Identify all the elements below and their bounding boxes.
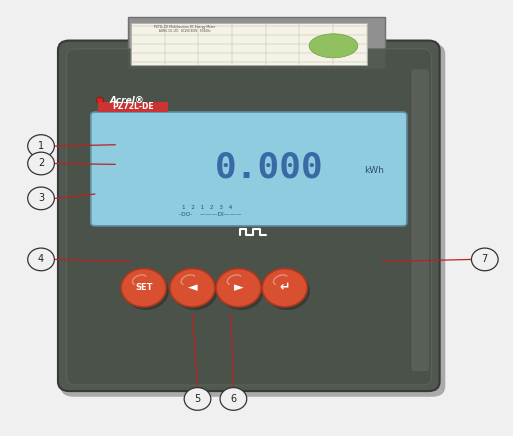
Circle shape — [471, 248, 498, 271]
FancyBboxPatch shape — [58, 41, 440, 391]
Text: 7: 7 — [482, 255, 488, 264]
Circle shape — [28, 187, 54, 210]
FancyBboxPatch shape — [412, 70, 428, 371]
Circle shape — [124, 272, 169, 310]
Text: ‑DO‑    ———DI———: ‑DO‑ ———DI——— — [179, 211, 241, 217]
Text: kWh: kWh — [364, 167, 384, 175]
Circle shape — [170, 269, 215, 307]
Text: 6: 6 — [230, 394, 236, 404]
Text: ►: ► — [234, 281, 243, 294]
Ellipse shape — [309, 34, 358, 58]
Text: 5: 5 — [194, 394, 201, 404]
Circle shape — [219, 272, 264, 310]
Text: 1: 1 — [38, 141, 44, 151]
Text: ◄: ◄ — [188, 281, 197, 294]
Circle shape — [28, 152, 54, 175]
FancyBboxPatch shape — [61, 44, 445, 397]
Text: SET: SET — [135, 283, 152, 292]
Text: 4: 4 — [38, 255, 44, 264]
Circle shape — [172, 272, 218, 310]
Text: ACREL CO.,LTD   DC100-900V   50/60Hz: ACREL CO.,LTD DC100-900V 50/60Hz — [159, 29, 210, 34]
FancyBboxPatch shape — [67, 49, 431, 385]
Circle shape — [220, 388, 247, 410]
FancyBboxPatch shape — [98, 102, 168, 112]
Text: PZ72L-DE Multifunction DC Energy Meter: PZ72L-DE Multifunction DC Energy Meter — [154, 25, 215, 29]
Text: 3: 3 — [38, 194, 44, 203]
Circle shape — [184, 388, 211, 410]
Text: Acrel®: Acrel® — [109, 96, 144, 105]
Circle shape — [216, 269, 261, 307]
Circle shape — [28, 135, 54, 157]
Circle shape — [262, 269, 307, 307]
FancyBboxPatch shape — [131, 23, 367, 65]
Circle shape — [265, 272, 310, 310]
Circle shape — [96, 97, 104, 103]
Text: 1   2   1   2   3   4: 1 2 1 2 3 4 — [182, 205, 232, 210]
FancyBboxPatch shape — [91, 112, 407, 226]
Circle shape — [121, 269, 166, 307]
Text: 2: 2 — [38, 159, 44, 168]
Text: ↵: ↵ — [280, 281, 290, 294]
Text: 0.000: 0.000 — [215, 151, 324, 185]
Text: PZ72L-DE: PZ72L-DE — [112, 102, 154, 111]
FancyBboxPatch shape — [128, 17, 385, 68]
Circle shape — [28, 248, 54, 271]
